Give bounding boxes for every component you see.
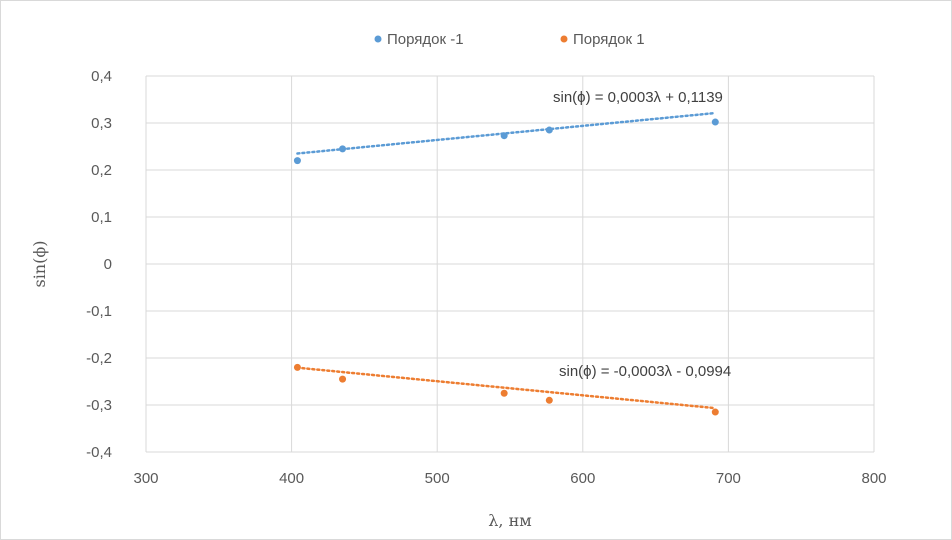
- y-tick-label: 0,3: [91, 115, 112, 132]
- legend-label: Порядок -1: [387, 31, 464, 48]
- data-point-series-0: [545, 126, 553, 134]
- data-point-series-1: [339, 375, 347, 383]
- data-point-series-0: [339, 145, 347, 153]
- x-tick-label: 300: [133, 470, 158, 487]
- data-point-series-0: [500, 132, 508, 140]
- data-point-series-0: [293, 157, 301, 165]
- legend-marker: [560, 35, 568, 43]
- y-tick-label: 0,1: [91, 209, 112, 226]
- data-point-series-1: [711, 408, 719, 416]
- data-points: [293, 118, 719, 416]
- legend-marker: [374, 35, 382, 43]
- y-tick-label: -0,1: [86, 303, 112, 320]
- trendline-equations: sin(ϕ) = 0,0003λ + 0,1139 sin(ϕ) = -0,000…: [553, 89, 731, 380]
- y-tick-label: -0,2: [86, 350, 112, 367]
- y-tick-label: -0,3: [86, 397, 112, 414]
- x-tick-label: 700: [716, 470, 741, 487]
- trendline-series-1: [296, 366, 717, 410]
- y-tick-label: 0,2: [91, 162, 112, 179]
- x-tick-label: 500: [425, 470, 450, 487]
- x-tick-labels: 300 400 500 600 700 800: [133, 470, 886, 487]
- y-tick-labels: 0,4 0,3 0,2 0,1 0 -0,1 -0,2 -0,3 -0,4: [86, 68, 112, 461]
- trendline-equation-series-1: sin(ϕ) = -0,0003λ - 0,0994: [559, 363, 731, 380]
- data-point-series-1: [545, 396, 553, 404]
- y-axis-title: sin(ϕ): [30, 240, 49, 287]
- data-point-series-1: [500, 389, 508, 397]
- x-axis-title: λ, нм: [488, 511, 531, 530]
- y-tick-label: -0,4: [86, 444, 112, 461]
- legend: Порядок -1 Порядок 1: [374, 31, 645, 48]
- trendline-equation-series-0: sin(ϕ) = 0,0003λ + 0,1139: [553, 89, 723, 106]
- data-point-series-0: [711, 118, 719, 126]
- legend-label: Порядок 1: [573, 31, 645, 48]
- x-tick-label: 600: [570, 470, 595, 487]
- gridlines: [145, 75, 875, 453]
- data-point-series-1: [293, 363, 301, 371]
- y-tick-label: 0: [104, 256, 112, 273]
- x-tick-label: 400: [279, 470, 304, 487]
- x-tick-label: 800: [861, 470, 886, 487]
- y-tick-label: 0,4: [91, 68, 112, 85]
